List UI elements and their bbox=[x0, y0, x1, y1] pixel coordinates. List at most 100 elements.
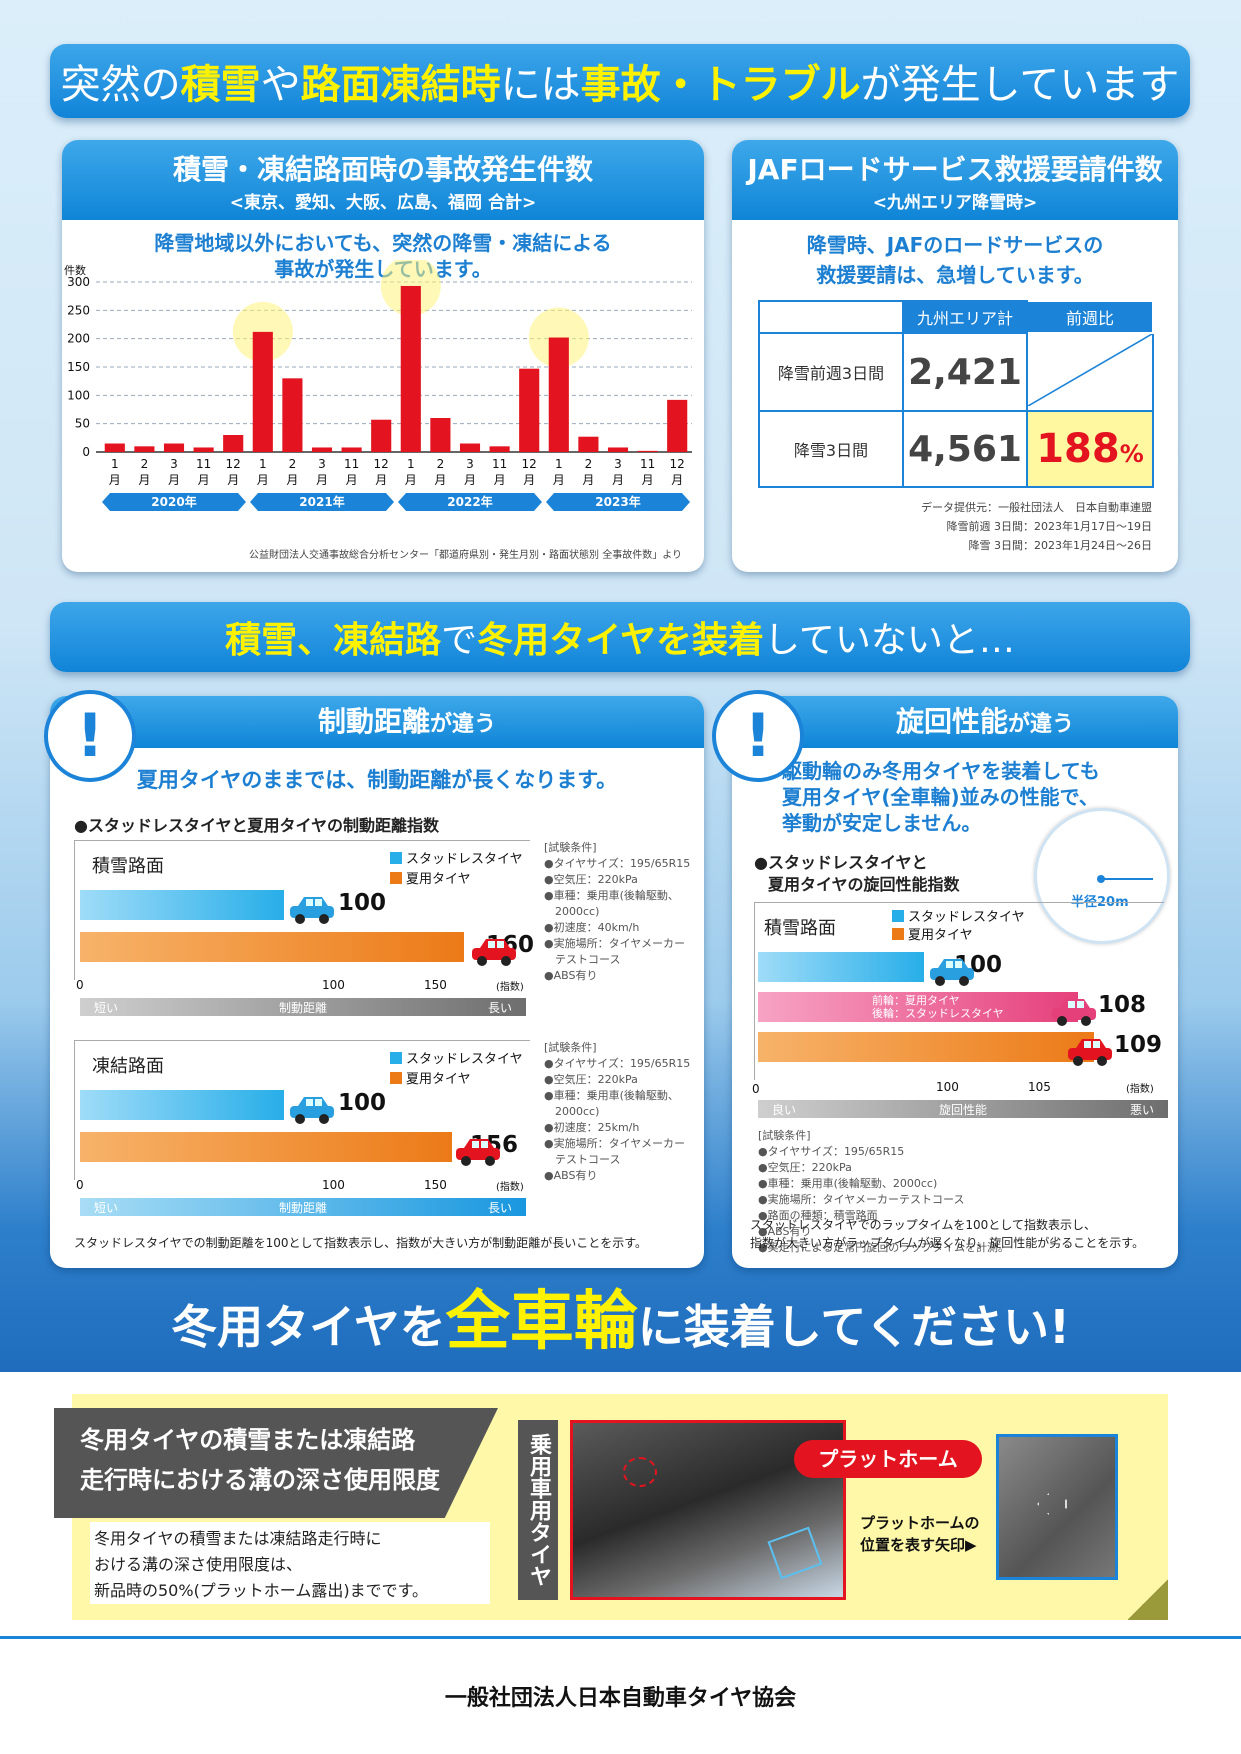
x-tick-month-number: 11 bbox=[640, 457, 655, 471]
x-tick-month-number: 3 bbox=[466, 457, 474, 471]
condition-item: ●実施場所：タイヤメーカー bbox=[544, 937, 686, 950]
condition-item: ●車種：乗用車(後輪駆動、 bbox=[544, 1089, 679, 1102]
condition-item: ●初速度：25km/h bbox=[544, 1121, 640, 1134]
turning-lead-line1: 駆動輪のみ冬用タイヤを装着しても bbox=[782, 759, 1100, 783]
condition-item: ●空気圧：220kPa bbox=[758, 1161, 852, 1174]
bar bbox=[459, 443, 481, 452]
headline1-highlight: 事故・トラブル bbox=[580, 62, 861, 108]
condition-item: ●タイヤサイズ：195/65R15 bbox=[544, 857, 691, 870]
braking-ice-label: 凍結路面 bbox=[92, 1056, 164, 1077]
turning-bar-studless bbox=[758, 952, 924, 982]
jaf-note-line2: 救援要請は、急増しています。 bbox=[816, 263, 1094, 287]
axis-good: 良い bbox=[772, 1102, 797, 1117]
jaf-table: 九州エリア計 前週比 降雪前週3日間 2,421 降雪3日間 4,561 188… bbox=[758, 300, 1154, 488]
bar bbox=[134, 446, 155, 452]
braking-ice-value-studless: 100 bbox=[338, 1090, 387, 1116]
turning-legend-summer: 夏用タイヤ bbox=[892, 924, 973, 943]
braking-ice-tick-150: 150 bbox=[424, 1178, 447, 1192]
car-icon bbox=[288, 1094, 336, 1124]
turning-axis: 良い 旋回性能 悪い bbox=[758, 1100, 1168, 1118]
braking-snow-value-studless: 100 bbox=[338, 890, 387, 916]
tread-body-line1: 冬用タイヤの積雪または凍結路走行時に bbox=[94, 1529, 382, 1548]
jaf-note-line1: 降雪時、JAFのロードサービスの bbox=[806, 233, 1104, 257]
x-tick-month-number: 3 bbox=[614, 457, 622, 471]
bar bbox=[163, 443, 185, 452]
x-tick-month-suffix: 月 bbox=[168, 473, 180, 487]
condition-item: ●実施場所：タイヤメーカーテストコース bbox=[758, 1193, 965, 1206]
turning-footnote-line2: 指数が大きい方がラップタイムが遅くなり、旋回性能が劣ることを示す。 bbox=[750, 1236, 1145, 1250]
bar bbox=[489, 446, 510, 452]
bar bbox=[311, 447, 333, 452]
jaf-credit-source: データ提供元：一般社団法人 日本自動車連盟 bbox=[921, 501, 1152, 514]
x-tick-month-suffix: 月 bbox=[227, 473, 239, 487]
turning-lead: 駆動輪のみ冬用タイヤを装着しても 夏用タイヤ(全車輪)並みの性能で、 挙動が安定… bbox=[732, 758, 1178, 836]
turning-tick-105: 105 bbox=[1028, 1080, 1051, 1094]
mixed-rear: 後輪：スタッドレスタイヤ bbox=[872, 1007, 1004, 1020]
condition-item: ●実施場所：タイヤメーカー bbox=[544, 1137, 686, 1150]
turning-panel: 旋回性能が違う 駆動輪のみ冬用タイヤを装着しても 夏用タイヤ(全車輪)並みの性能… bbox=[732, 696, 1178, 1268]
x-tick-month-suffix: 月 bbox=[642, 473, 654, 487]
condition-item: ●空気圧：220kPa bbox=[544, 1073, 638, 1086]
accident-panel-subtitle: <東京、愛知、大阪、広島、福岡 合計> bbox=[229, 193, 537, 213]
turning-lead-line3: 挙動が安定しません。 bbox=[782, 811, 982, 835]
accident-panel-note: 降雪地域以外においても、突然の降雪・凍結による 事故が発生しています。 bbox=[62, 230, 704, 282]
jaf-col-week-ratio: 前週比 bbox=[1026, 300, 1154, 334]
exclamation-icon: ! bbox=[44, 690, 136, 782]
footer-organization: 一般社団法人日本自動車タイヤ協会 bbox=[444, 1686, 797, 1711]
year-label: 2022年 bbox=[447, 494, 492, 509]
car-icon bbox=[288, 894, 336, 924]
arrow-explanation-line2: 位置を表す矢印▶ bbox=[860, 1536, 977, 1554]
car-icon bbox=[1050, 996, 1098, 1026]
condition-item: ●車種：乗用車(後輪駆動、2000cc) bbox=[758, 1177, 938, 1190]
braking-snow-bar-studless bbox=[80, 890, 284, 920]
headline2-highlight: 冬用タイヤを装着 bbox=[477, 620, 765, 661]
braking-snow-tick-0: 0 bbox=[76, 978, 84, 992]
bar bbox=[548, 337, 569, 452]
x-tick-month-number: 11 bbox=[344, 457, 359, 471]
condition-item: ●空気圧：220kPa bbox=[544, 873, 638, 886]
braking-chart-title: ●スタッドレスタイヤと夏用タイヤの制動距離指数 bbox=[74, 816, 440, 835]
x-tick-month-number: 3 bbox=[318, 457, 326, 471]
y-tick-label: 0 bbox=[82, 445, 90, 459]
x-tick-month-suffix: 月 bbox=[316, 473, 328, 487]
x-tick-month-suffix: 月 bbox=[405, 473, 417, 487]
braking-ice-legend-summer: 夏用タイヤ bbox=[390, 1068, 471, 1087]
y-tick-label: 150 bbox=[67, 360, 90, 374]
braking-ice-legend-studless: スタッドレスタイヤ bbox=[390, 1048, 523, 1067]
jaf-prev-week-value: 2,421 bbox=[902, 332, 1028, 412]
turning-conditions: [試験条件] ●タイヤサイズ：195/65R15 ●空気圧：220kPa ●車種：乗用… bbox=[758, 1128, 1168, 1256]
jaf-col-area-total: 九州エリア計 bbox=[902, 300, 1028, 334]
braking-ice-bar-summer bbox=[80, 1132, 452, 1162]
condition-item: [試験条件] bbox=[544, 841, 597, 854]
turning-bar-mixed bbox=[758, 992, 1078, 1022]
x-tick-month-number: 2 bbox=[141, 457, 149, 471]
year-label: 2021年 bbox=[299, 494, 344, 509]
axis-name: 旋回性能 bbox=[938, 1102, 987, 1117]
turning-chart-title-line1: ●スタッドレスタイヤと bbox=[754, 853, 928, 872]
x-tick-month-suffix: 月 bbox=[286, 473, 298, 487]
jaf-ratio-number: 188 bbox=[1036, 426, 1120, 472]
x-tick-month-number: 12 bbox=[670, 457, 685, 471]
condition-item: [試験条件] bbox=[544, 1041, 597, 1054]
braking-ice-unit: (指数) bbox=[496, 1182, 524, 1193]
condition-item: ●ABS有り bbox=[758, 1225, 812, 1238]
x-tick-month-suffix: 月 bbox=[109, 473, 121, 487]
bar bbox=[223, 435, 244, 452]
bar bbox=[371, 419, 392, 452]
axis-name: 制動距離 bbox=[278, 1000, 327, 1015]
tread-title: 冬用タイヤの積雪または凍結路 走行時における溝の深さ使用限度 bbox=[54, 1408, 498, 1518]
car-icon bbox=[1066, 1036, 1114, 1066]
turning-mixed-label: 前輪：夏用タイヤ 後輪：スタッドレスタイヤ bbox=[872, 994, 1004, 1020]
legend-label: 夏用タイヤ bbox=[406, 1072, 471, 1087]
jaf-panel: JAFロードサービス救援要請件数 <九州エリア降雪時> 降雪時、JAFのロードサ… bbox=[732, 140, 1178, 572]
braking-title-main: 制動距離 bbox=[317, 705, 430, 738]
bar bbox=[400, 285, 421, 452]
braking-snow-legend-summer: 夏用タイヤ bbox=[390, 868, 471, 887]
turning-panel-header: 旋回性能が違う bbox=[732, 696, 1178, 748]
axis-long: 長い bbox=[487, 1200, 512, 1215]
bar bbox=[341, 447, 362, 452]
headline1-part: には bbox=[500, 62, 581, 108]
x-tick-month-number: 1 bbox=[555, 457, 563, 471]
braking-snow-chart bbox=[74, 840, 530, 980]
